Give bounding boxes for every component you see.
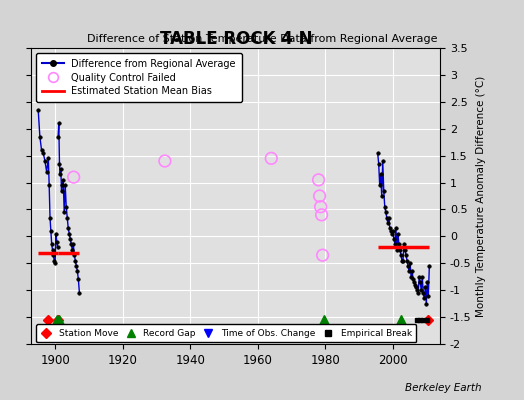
Point	[315, 193, 324, 199]
Point	[161, 158, 169, 164]
Point	[314, 177, 323, 183]
Point	[316, 204, 325, 210]
Legend: Station Move, Record Gap, Time of Obs. Change, Empirical Break: Station Move, Record Gap, Time of Obs. C…	[36, 324, 417, 342]
Point	[267, 155, 276, 162]
Point	[70, 174, 78, 180]
Point	[318, 212, 326, 218]
Point	[319, 252, 327, 258]
Text: Difference of Station Temperature Data from Regional Average: Difference of Station Temperature Data f…	[87, 34, 437, 44]
Title: TABLE ROCK 4 N: TABLE ROCK 4 N	[159, 30, 312, 48]
Y-axis label: Monthly Temperature Anomaly Difference (°C): Monthly Temperature Anomaly Difference (…	[476, 75, 486, 317]
Text: Berkeley Earth: Berkeley Earth	[406, 383, 482, 393]
